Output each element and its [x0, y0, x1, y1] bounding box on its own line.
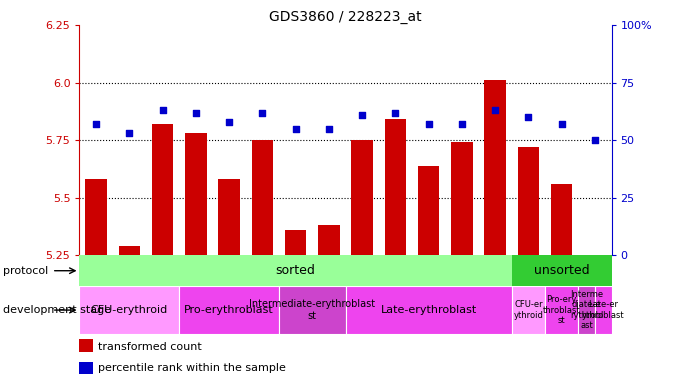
Text: protocol: protocol — [3, 266, 48, 276]
Point — [357, 112, 368, 118]
Text: unsorted: unsorted — [534, 264, 589, 277]
Bar — [346, 286, 512, 334]
Bar — [218, 179, 240, 255]
Point — [124, 130, 135, 136]
Point — [224, 119, 235, 125]
Point — [91, 121, 102, 127]
Text: transformed count: transformed count — [98, 341, 202, 352]
Text: Pro-ery
throblast
st: Pro-ery throblast st — [543, 295, 580, 325]
Text: development stage: development stage — [3, 305, 111, 315]
Text: Late-erythroblast: Late-erythroblast — [381, 305, 477, 315]
Bar — [451, 142, 473, 255]
Bar — [595, 286, 612, 334]
Point — [190, 109, 201, 116]
Bar — [79, 255, 512, 286]
Bar — [185, 133, 207, 255]
Bar — [385, 119, 406, 255]
Text: percentile rank within the sample: percentile rank within the sample — [98, 363, 286, 373]
Bar — [318, 225, 340, 255]
Text: CFU-er
ythroid: CFU-er ythroid — [513, 300, 543, 320]
Bar — [351, 140, 373, 255]
Bar — [179, 286, 279, 334]
Bar — [545, 286, 578, 334]
Point — [157, 107, 168, 113]
Bar — [79, 339, 93, 352]
Bar — [252, 140, 273, 255]
Point — [556, 121, 567, 127]
Text: Interme
diate-e
rythrobl
ast: Interme diate-e rythrobl ast — [570, 290, 603, 330]
Point — [390, 109, 401, 116]
Bar — [79, 286, 179, 334]
Point — [290, 126, 301, 132]
Bar — [512, 255, 612, 286]
Text: GDS3860 / 228223_at: GDS3860 / 228223_at — [269, 10, 422, 23]
Bar — [551, 184, 572, 255]
Bar — [79, 362, 93, 374]
Bar — [512, 286, 545, 334]
Bar — [418, 166, 439, 255]
Bar — [85, 179, 107, 255]
Bar — [484, 80, 506, 255]
Text: Pro-erythroblast: Pro-erythroblast — [184, 305, 274, 315]
Point — [456, 121, 467, 127]
Text: Late-er
ythroblast: Late-er ythroblast — [582, 300, 625, 320]
Text: sorted: sorted — [276, 264, 316, 277]
Point — [323, 126, 334, 132]
Point — [423, 121, 434, 127]
Point — [257, 109, 268, 116]
Bar — [285, 230, 306, 255]
Point — [523, 114, 534, 120]
Text: CFU-erythroid: CFU-erythroid — [91, 305, 168, 315]
Point — [490, 107, 501, 113]
Bar — [578, 286, 595, 334]
Text: Intermediate-erythroblast
st: Intermediate-erythroblast st — [249, 299, 375, 321]
Bar — [152, 124, 173, 255]
Bar — [279, 286, 346, 334]
Bar — [119, 246, 140, 255]
Point — [589, 137, 600, 143]
Bar — [518, 147, 539, 255]
